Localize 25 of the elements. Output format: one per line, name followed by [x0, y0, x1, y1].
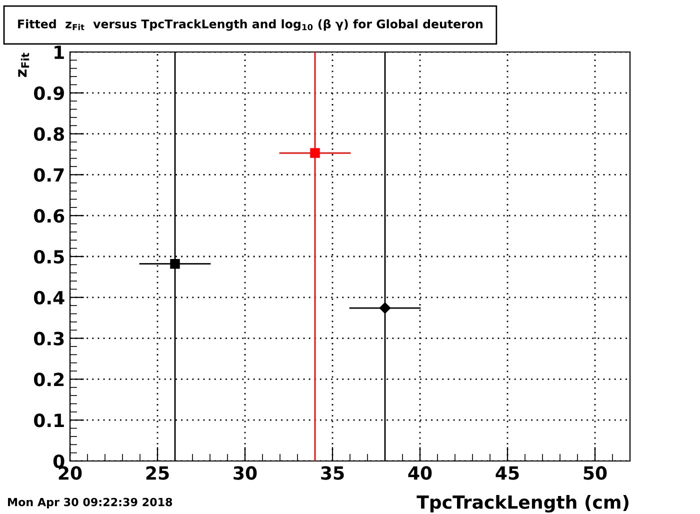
- chart-title: Fitted z$_{Fit}$ versus TpcTrackLength and log$_{10}$ (β γ) for Global deuteron: [18, 19, 482, 31]
- y-tick-label: 0.2: [34, 372, 64, 386]
- point: [310, 148, 320, 158]
- x-tick-label: 40: [408, 466, 432, 480]
- y-tick-label: 0: [53, 454, 64, 468]
- y-tick-label: 0.6: [34, 209, 64, 223]
- x-tick-label: 20: [58, 466, 82, 480]
- y-tick-label: 1: [54, 46, 64, 59]
- x-tick-label: 50: [584, 466, 607, 480]
- x-axis-title: TpcTrackLength (cm): [416, 494, 628, 513]
- y-tick-label: 0.3: [34, 332, 64, 346]
- y-tick-label: 0.9: [34, 86, 64, 100]
- y-tick-label: 0.1: [34, 414, 64, 428]
- text: Mon Apr 30 09:22:39 2018: [8, 498, 172, 508]
- x-tick-label: 30: [234, 466, 257, 480]
- y-tick-label: 0.7: [34, 168, 64, 182]
- y-tick-label: 0.8: [34, 127, 64, 141]
- y-tick-label: 0.4: [34, 290, 64, 305]
- x-tick-label: 25: [146, 466, 169, 480]
- x-tick-label: 35: [321, 466, 344, 480]
- y-axis-title: z$_{Fit}$: [18, 52, 30, 77]
- point: [379, 302, 391, 314]
- point: [170, 259, 180, 269]
- x-tick-label: 45: [496, 466, 519, 480]
- y-tick-label: 0.5: [34, 250, 64, 264]
